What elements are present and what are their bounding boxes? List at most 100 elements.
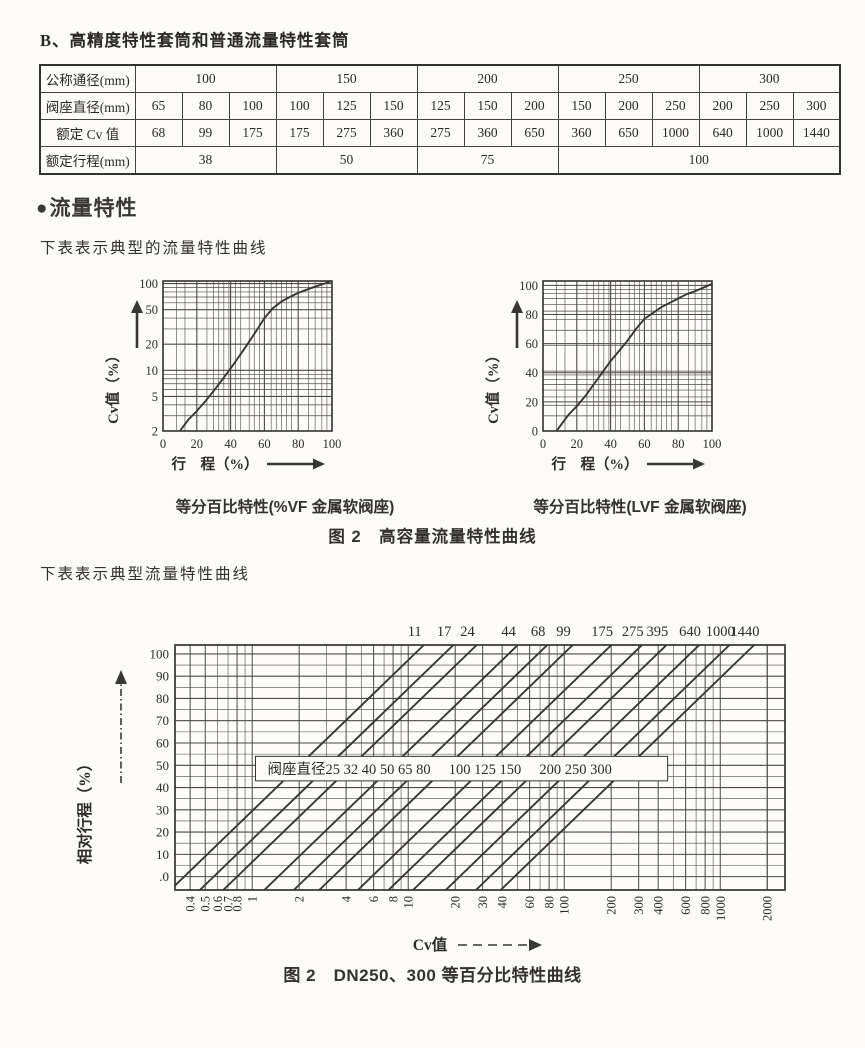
page-title: B、高精度特性套筒和普通流量特性套筒 xyxy=(40,31,350,50)
table-cell: 200 xyxy=(510,92,559,120)
x-axis-title: 行 程（%） xyxy=(551,455,705,473)
plot-area xyxy=(543,281,712,431)
svg-text:0.8: 0.8 xyxy=(231,896,245,912)
svg-text:20: 20 xyxy=(146,338,159,352)
svg-text:100: 100 xyxy=(139,277,158,291)
svg-text:Cv值（%）: Cv值（%） xyxy=(484,348,502,424)
svg-text:40: 40 xyxy=(526,366,539,380)
chart-caption-vf: 等分百比特性(%VF 金属软阀座) xyxy=(175,499,395,516)
y-axis-labels: 100 90 80 70 60 50 40 30 20 10 .0 xyxy=(150,646,170,884)
svg-text:400: 400 xyxy=(652,896,666,915)
flow-characteristic-chart-lvf: 100 80 60 40 20 00 20 40 60 80 100 Cv值（%） 行 程（%） xyxy=(484,279,721,473)
table-cell: 65 xyxy=(134,92,183,120)
svg-text:800: 800 xyxy=(699,896,713,915)
svg-text:4: 4 xyxy=(340,895,354,902)
svg-text:600: 600 xyxy=(679,896,693,915)
table-row: 额定行程(mm) 38 50 75 100 xyxy=(39,146,841,175)
svg-text:11: 11 xyxy=(408,624,422,640)
figure2-caption: 图 2 DN250、300 等百分比特性曲线 xyxy=(283,966,582,985)
x-axis-title: Cv值 xyxy=(413,935,542,954)
svg-text:2: 2 xyxy=(293,896,307,902)
svg-text:80: 80 xyxy=(672,437,685,451)
table-cell: 650 xyxy=(604,119,653,147)
y-axis-title: 相对行程（%） xyxy=(75,670,127,864)
y-axis-title: Cv值（%） xyxy=(484,300,523,424)
table-cell: 99 xyxy=(181,119,230,147)
gridlines xyxy=(543,281,712,431)
table-cell: 100 xyxy=(134,64,277,93)
figure1-caption: 图 2 高容量流量特性曲线 xyxy=(328,528,537,546)
svg-text:1440: 1440 xyxy=(730,624,759,640)
x-axis-title: 行 程（%） xyxy=(171,455,325,473)
svg-text:50: 50 xyxy=(156,758,169,773)
svg-text:5: 5 xyxy=(152,390,158,404)
intro-text-typical: 下表表示典型流量特性曲线 xyxy=(40,566,251,583)
svg-text:0: 0 xyxy=(532,425,538,439)
svg-text:40: 40 xyxy=(496,896,510,909)
svg-text:60: 60 xyxy=(638,437,651,451)
svg-text:60: 60 xyxy=(523,896,537,909)
svg-text:20: 20 xyxy=(449,896,463,909)
characteristic-curve xyxy=(179,281,332,431)
row-header-cell: 公称通径(mm) xyxy=(39,64,136,93)
svg-text:17: 17 xyxy=(437,624,452,640)
svg-text:2000: 2000 xyxy=(761,896,775,921)
seat-diameter-label-box xyxy=(255,755,669,782)
svg-text:100: 100 xyxy=(323,437,342,451)
svg-text:行 程（%）: 行 程（%） xyxy=(551,455,639,473)
svg-text:.0: .0 xyxy=(159,869,169,884)
svg-text:44: 44 xyxy=(501,624,516,640)
svg-text:0: 0 xyxy=(540,437,546,451)
table-cell: 150 xyxy=(369,92,418,120)
table-cell: 650 xyxy=(510,119,559,147)
svg-text:20: 20 xyxy=(571,437,584,451)
svg-text:相对行程（%）: 相对行程（%） xyxy=(75,756,94,865)
svg-text:640: 640 xyxy=(679,624,701,640)
svg-text:2: 2 xyxy=(152,425,158,439)
table-cell: 175 xyxy=(275,119,324,147)
table-cell: 175 xyxy=(228,119,277,147)
table-cell: 300 xyxy=(792,92,841,120)
table-cell: 640 xyxy=(698,119,747,147)
svg-text:30: 30 xyxy=(156,802,169,817)
svg-text:8: 8 xyxy=(387,896,401,902)
table-row: 额定 Cv 值 68 99 175 175 275 360 275 360 650 360 650 10… xyxy=(39,119,841,147)
table-cell: 38 xyxy=(134,146,277,175)
svg-text:10: 10 xyxy=(146,364,159,378)
row-header-cell: 额定 Cv 值 xyxy=(39,119,136,147)
svg-text:0: 0 xyxy=(160,437,166,451)
svg-text:40: 40 xyxy=(156,780,169,795)
table-cell: 200 xyxy=(604,92,653,120)
svg-text:80: 80 xyxy=(543,896,557,909)
svg-text:20: 20 xyxy=(191,437,204,451)
table-cell: 250 xyxy=(557,64,700,93)
table-cell: 125 xyxy=(416,92,465,120)
svg-text:1: 1 xyxy=(246,896,260,902)
svg-text:60: 60 xyxy=(526,337,539,351)
svg-text:30: 30 xyxy=(476,896,490,909)
table-cell: 300 xyxy=(698,64,841,93)
table-cell: 80 xyxy=(181,92,230,120)
svg-text:1000: 1000 xyxy=(714,896,728,921)
svg-text:200: 200 xyxy=(605,896,619,915)
row-header-cell: 额定行程(mm) xyxy=(39,146,136,175)
table-cell: 75 xyxy=(416,146,559,175)
svg-text:100: 100 xyxy=(150,646,170,661)
y-axis-title: Cv值（%） xyxy=(104,300,143,424)
svg-text:80: 80 xyxy=(292,437,305,451)
plot-area xyxy=(163,281,332,431)
chart-caption-lvf: 等分百比特性(LVF 金属软阀座) xyxy=(533,499,747,516)
y-axis-labels: 100 80 60 40 20 0 xyxy=(519,279,538,439)
svg-text:6: 6 xyxy=(367,896,381,902)
svg-text:275: 275 xyxy=(622,624,644,640)
table-cell: 360 xyxy=(557,119,606,147)
svg-text:99: 99 xyxy=(556,624,571,640)
svg-text:40: 40 xyxy=(224,437,237,451)
gridlines xyxy=(163,281,332,431)
svg-text:40: 40 xyxy=(604,437,617,451)
svg-text:10: 10 xyxy=(156,847,169,862)
svg-text:0.6: 0.6 xyxy=(211,896,225,912)
table-cell: 1000 xyxy=(745,119,794,147)
